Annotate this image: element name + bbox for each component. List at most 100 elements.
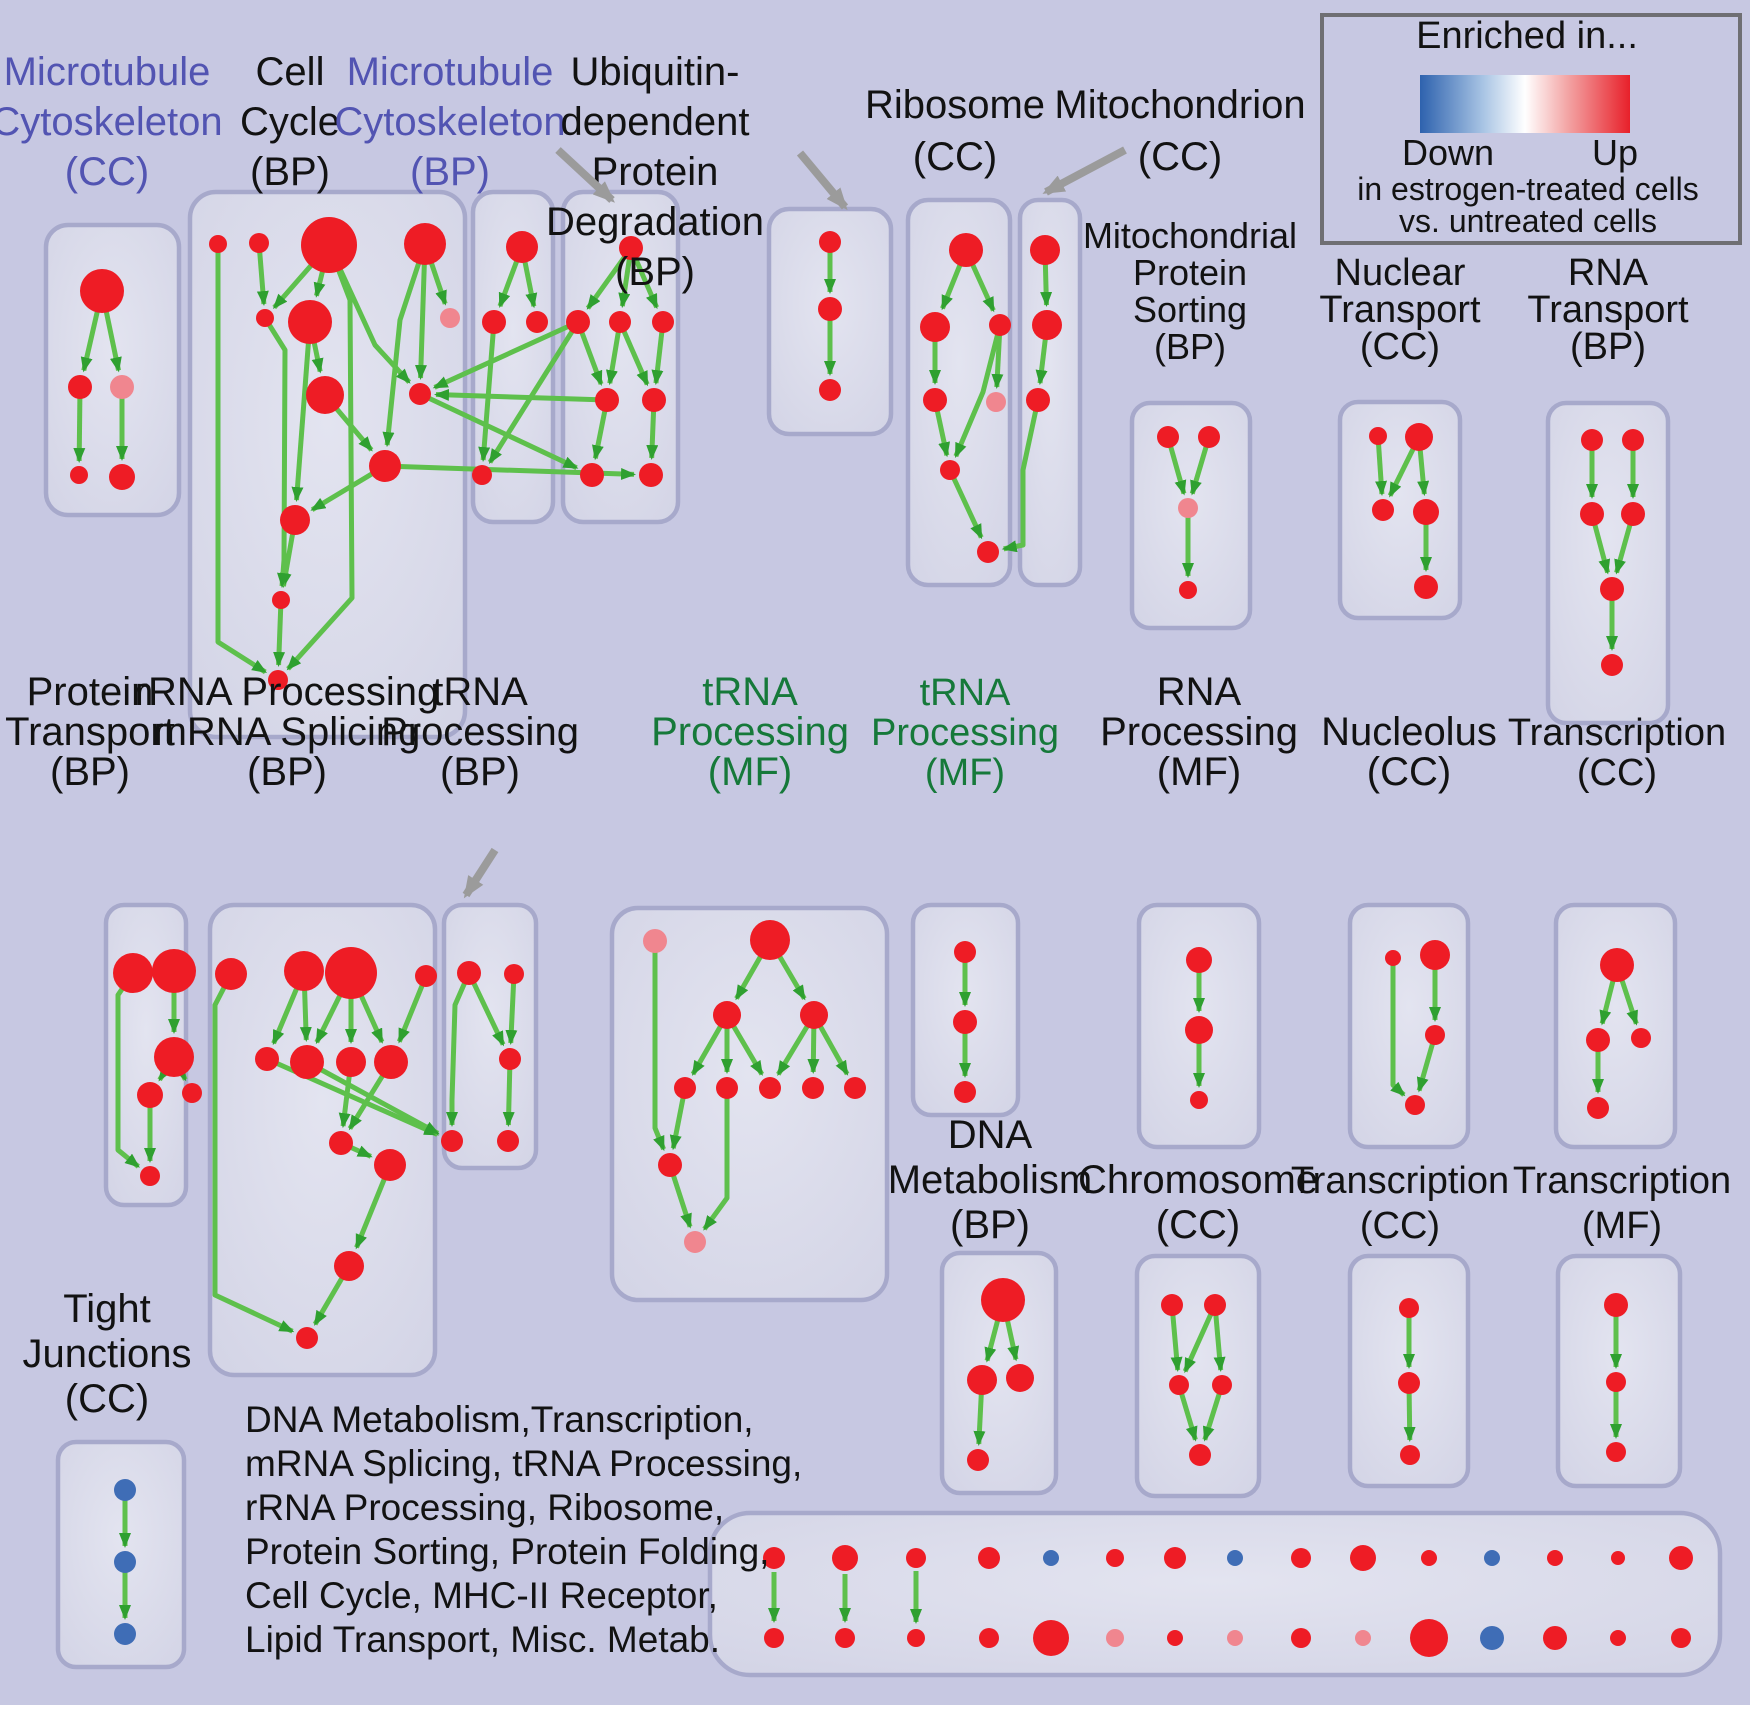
go-term-node-e1 (1161, 1294, 1183, 1316)
go-term-node-q13 (296, 1327, 318, 1349)
go-term-node-g1 (750, 920, 790, 960)
go-term-node-q7 (336, 1047, 366, 1077)
band-bottom-node-6 (1167, 1630, 1183, 1646)
cluster-box-misc-band (707, 1510, 1723, 1678)
go-term-node-r3 (989, 314, 1011, 336)
band-bottom-node-12 (1543, 1626, 1567, 1650)
go-term-node-y2 (1405, 423, 1433, 451)
go-term-node-a2 (68, 375, 92, 399)
go-term-node-x3 (1178, 498, 1198, 518)
go-term-node-r2 (920, 312, 950, 342)
go-term-node-i2 (1606, 1372, 1626, 1392)
go-term-node-e2 (1204, 1294, 1226, 1316)
band-top-node-5 (1106, 1549, 1124, 1567)
go-term-node-t2 (504, 964, 524, 984)
go-term-node-i1 (1604, 1293, 1628, 1317)
go-term-node-t4 (441, 1130, 463, 1152)
go-term-node-z5 (1600, 577, 1624, 601)
go-term-node-g2 (713, 1001, 741, 1029)
edge-q4-q8 (396, 975, 429, 1044)
go-term-node-z3 (1580, 502, 1604, 526)
cluster-label-transcription-mf: Transcription (MF) (1513, 1160, 1731, 1247)
go-term-node-z4 (1621, 502, 1645, 526)
edge-q1-q13 (212, 972, 295, 1334)
edge-a2-a4 (73, 386, 86, 464)
go-term-node-v3 (819, 379, 841, 401)
cluster-box-transcription-cc-mid (1553, 902, 1678, 1150)
edge-y1-y3 (1375, 435, 1388, 497)
go-term-node-z6 (1601, 654, 1623, 676)
band-top-node-7 (1227, 1550, 1243, 1566)
go-term-node-r5 (986, 392, 1006, 412)
cluster-box-transcription-cc-bot (1347, 1253, 1471, 1489)
go-term-node-j1 (1385, 950, 1401, 966)
go-term-node-t5 (497, 1130, 519, 1152)
go-term-node-u2 (566, 310, 590, 334)
go-term-node-t3 (499, 1048, 521, 1070)
go-term-node-u5 (595, 388, 619, 412)
go-term-node-g5 (716, 1077, 738, 1099)
go-term-node-h2 (1185, 1016, 1213, 1044)
go-term-node-y5 (1414, 575, 1438, 599)
cluster-box-trna-bp (441, 902, 539, 1171)
edge-c9-u7 (418, 391, 579, 471)
band-bottom-node-9 (1355, 1630, 1371, 1646)
go-term-node-g9 (658, 1153, 682, 1177)
go-term-node-m2 (482, 310, 506, 334)
edge-c4-c10 (382, 243, 428, 448)
cluster-label-transcription-cc-bot: Transcription (CC) (1291, 1160, 1509, 1247)
go-term-node-y4 (1413, 499, 1439, 525)
cluster-label-trna-mf-big: tRNA Processing (MF) (651, 670, 849, 794)
go-term-node-r6 (940, 460, 960, 480)
edge-t3-t5 (502, 1058, 515, 1128)
band-bottom-node-0 (764, 1628, 784, 1648)
go-term-node-r4 (923, 388, 947, 412)
go-term-node-j3 (1425, 1025, 1445, 1045)
go-term-node-q1 (215, 958, 247, 990)
go-term-node-a4 (70, 466, 88, 484)
go-term-node-m1 (506, 231, 538, 263)
go-term-node-m3 (526, 311, 548, 333)
legend-color-gradient-bar (1420, 75, 1630, 133)
go-term-node-f3 (1400, 1445, 1420, 1465)
cluster-label-nuclear-transport: Nuclear Transport (CC) (1319, 252, 1481, 368)
go-term-node-u3 (609, 311, 631, 333)
cluster-box-microtubule-bp (470, 189, 556, 525)
cluster-label-mitochondrion: Mitochondrion (CC) (1054, 83, 1305, 179)
go-term-node-g10 (684, 1231, 706, 1253)
go-term-node-u8 (639, 463, 663, 487)
go-term-node-p6 (140, 1166, 160, 1186)
edge-g5-g10 (702, 1088, 730, 1231)
edge-q6-t4 (305, 1059, 440, 1136)
go-term-node-y3 (1372, 499, 1394, 521)
go-term-node-g8 (844, 1077, 866, 1099)
cluster-label-microtubule-bp: Microtubule Cytoskeleton (BP) (334, 50, 565, 194)
go-term-node-g6 (759, 1077, 781, 1099)
cluster-label-rna-processing-mf: RNA Processing (MF) (1100, 670, 1298, 794)
cluster-box-mitochondrion (1017, 197, 1083, 588)
go-term-node-c1 (209, 235, 227, 253)
go-term-node-q8 (374, 1045, 408, 1079)
go-term-node-s3 (954, 1081, 976, 1103)
band-top-node-9 (1350, 1545, 1376, 1571)
edge-c2-c5 (256, 242, 269, 307)
label-pointer-arrow-3 (462, 847, 499, 899)
go-term-node-d2 (967, 1365, 997, 1395)
band-top-node-12 (1547, 1550, 1563, 1566)
band-top-node-1 (832, 1545, 858, 1571)
go-term-node-p1 (113, 953, 153, 993)
go-term-node-v1 (819, 231, 841, 253)
go-term-node-k4 (1587, 1097, 1609, 1119)
legend-caption-line2: vs. untreated cells (1399, 203, 1657, 239)
go-term-node-x4 (1179, 581, 1197, 599)
cluster-box-cell-cycle (187, 189, 468, 740)
label-pointer-arrow-0 (555, 147, 615, 203)
go-term-node-v2 (818, 297, 842, 321)
edge-c1-c13 (215, 244, 268, 675)
band-bottom-node-7 (1227, 1630, 1243, 1646)
legend-caption-line1: in estrogen-treated cells (1357, 171, 1699, 207)
edge-t2-t3 (505, 973, 518, 1046)
go-term-node-q6 (290, 1045, 324, 1079)
